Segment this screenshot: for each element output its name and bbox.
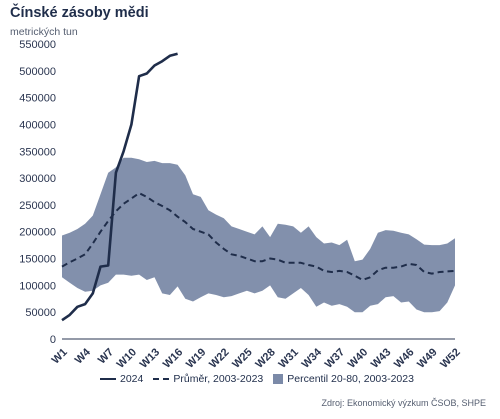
x-tick-label: W7	[96, 346, 116, 366]
y-tick-label: 250000	[19, 200, 56, 212]
x-tick-label: W34	[300, 346, 325, 371]
y-tick-label: 350000	[19, 146, 56, 158]
y-tick-label: 400000	[19, 119, 56, 131]
legend-item-mean: Průměr, 2003-2023	[153, 373, 263, 385]
percentile-band	[62, 157, 455, 313]
chart-title: Čínské zásoby mědi	[10, 5, 149, 21]
y-tick-label: 500000	[19, 66, 56, 78]
legend-item-band: Percentil 20-80, 2003-2023	[273, 373, 414, 385]
x-tick-label: W43	[369, 346, 393, 370]
x-tick-label: W37	[323, 346, 347, 370]
x-tick-label: W1	[50, 346, 70, 366]
y-tick-label: 300000	[19, 173, 56, 185]
legend-swatch-dashed	[153, 378, 170, 380]
x-tick-label: W25	[230, 346, 254, 370]
x-tick-label: W4	[73, 346, 94, 367]
chart-subtitle: metrických tun	[10, 26, 78, 38]
x-tick-label: W28	[253, 346, 277, 370]
series-line-mean	[61, 192, 456, 281]
series-line-2024	[61, 52, 178, 322]
legend-label-band: Percentil 20-80, 2003-2023	[287, 373, 414, 385]
y-tick-label: 50000	[25, 307, 56, 319]
legend-label-2024: 2024	[120, 373, 144, 385]
x-tick-label: W31	[276, 346, 300, 370]
chart-legend: 2024 Průměr, 2003-2023 Percentil 20-80, …	[100, 373, 424, 385]
legend-item-2024: 2024	[100, 373, 143, 385]
y-tick-label: 0	[50, 334, 56, 346]
y-tick-label: 450000	[19, 93, 56, 105]
x-tick-label: W19	[184, 346, 208, 370]
x-tick-label: W13	[138, 346, 162, 370]
legend-swatch-band	[273, 374, 284, 384]
y-tick-label: 200000	[19, 227, 56, 239]
y-tick-label: 100000	[19, 280, 56, 292]
y-tick-label: 150000	[19, 254, 56, 266]
x-tick-label: W16	[161, 346, 185, 370]
legend-swatch-solid	[100, 378, 116, 380]
x-tick-label: W10	[115, 346, 139, 370]
y-tick-label: 550000	[19, 39, 56, 51]
x-tick-label: W52	[438, 346, 462, 370]
x-tick-label: W22	[207, 346, 231, 370]
legend-label-mean: Průměr, 2003-2023	[173, 373, 264, 385]
x-tick-label: W40	[346, 346, 370, 370]
x-tick-label: W49	[415, 346, 439, 370]
chart-source: Zdroj: Ekonomický výzkum ČSOB, SHPE	[321, 398, 486, 408]
x-tick-label: W46	[392, 346, 416, 370]
